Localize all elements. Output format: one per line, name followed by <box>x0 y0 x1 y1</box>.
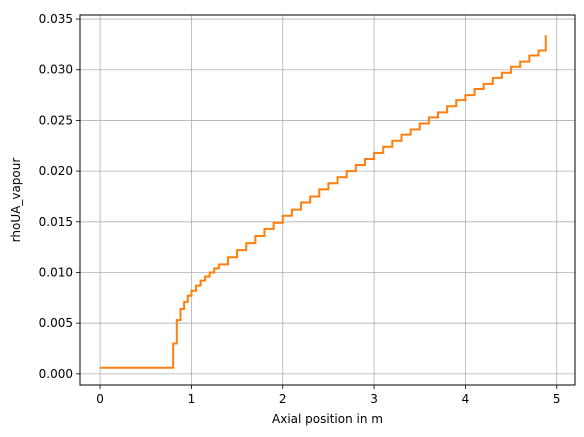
y-tick-label: 0.025 <box>39 113 73 127</box>
y-tick-label: 0.005 <box>39 316 73 330</box>
x-axis: 0 1 2 3 4 5 <box>96 385 561 406</box>
y-tick-label: 0.010 <box>39 265 73 279</box>
series-path <box>100 35 547 369</box>
x-tick-label: 3 <box>370 392 378 406</box>
x-tick-label: 4 <box>462 392 470 406</box>
x-tick-label: 1 <box>188 392 196 406</box>
x-tick-label: 0 <box>96 392 104 406</box>
y-axis: 0.000 0.005 0.010 0.015 0.020 0.025 0.030 0.035 <box>39 12 80 381</box>
plot-frame <box>79 14 576 386</box>
grid <box>80 15 575 385</box>
x-tick-label: 2 <box>279 392 287 406</box>
y-tick-label: 0.030 <box>39 63 73 77</box>
x-axis-label: Axial position in m <box>272 412 383 426</box>
y-tick-label: 0.020 <box>39 164 73 178</box>
y-tick-label: 0.035 <box>39 12 73 26</box>
y-tick-label: 0.000 <box>39 367 73 381</box>
x-tick-label: 5 <box>553 392 561 406</box>
series-line <box>100 35 547 369</box>
y-tick-label: 0.015 <box>39 215 73 229</box>
y-axis-label: rhoUA_vapour <box>9 158 23 243</box>
